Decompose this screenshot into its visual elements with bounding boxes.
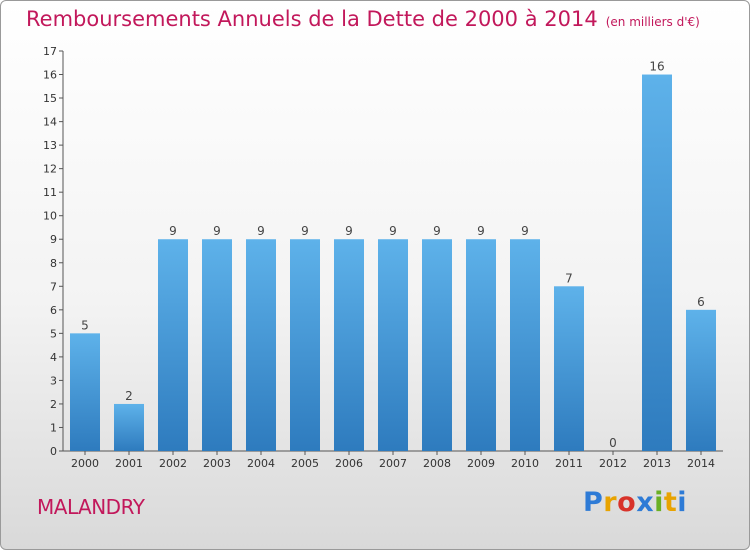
x-tick-label: 2009 bbox=[467, 457, 495, 470]
y-tick-label: 2 bbox=[50, 398, 57, 411]
data-label: 9 bbox=[169, 224, 177, 238]
data-label: 5 bbox=[81, 318, 89, 332]
data-label: 9 bbox=[433, 224, 441, 238]
x-tick-label: 2013 bbox=[643, 457, 671, 470]
x-tick-label: 2006 bbox=[335, 457, 363, 470]
y-tick-label: 8 bbox=[50, 257, 57, 270]
y-tick-label: 12 bbox=[43, 163, 57, 176]
logo-letter: i bbox=[677, 487, 688, 518]
bar bbox=[554, 286, 584, 451]
bar bbox=[466, 239, 496, 451]
x-tick-label: 2005 bbox=[291, 457, 319, 470]
y-tick-label: 14 bbox=[43, 116, 57, 129]
y-tick-label: 13 bbox=[43, 139, 57, 152]
y-tick-label: 7 bbox=[50, 280, 57, 293]
bar bbox=[202, 239, 232, 451]
y-tick-label: 15 bbox=[43, 92, 57, 105]
data-label: 16 bbox=[649, 60, 664, 74]
data-label: 9 bbox=[477, 224, 485, 238]
data-label: 2 bbox=[125, 389, 133, 403]
chart-title: Remboursements Annuels de la Dette de 20… bbox=[26, 7, 700, 31]
x-tick-label: 2007 bbox=[379, 457, 407, 470]
bar bbox=[114, 403, 144, 451]
x-tick-label: 2003 bbox=[203, 457, 231, 470]
data-label: 0 bbox=[609, 436, 617, 450]
x-tick-label: 2012 bbox=[599, 457, 627, 470]
x-tick-label: 2011 bbox=[555, 457, 583, 470]
data-label: 9 bbox=[521, 224, 529, 238]
data-label: 9 bbox=[345, 224, 353, 238]
data-label: 9 bbox=[257, 224, 265, 238]
x-tick-label: 2000 bbox=[71, 457, 99, 470]
data-label: 9 bbox=[389, 224, 397, 238]
y-tick-label: 16 bbox=[43, 69, 57, 82]
logo-letter: i bbox=[654, 487, 664, 518]
logo-letter: r bbox=[603, 487, 618, 518]
bar bbox=[378, 239, 408, 451]
logo-letter: t bbox=[663, 487, 678, 518]
logo-letter: o bbox=[617, 487, 637, 518]
bar bbox=[70, 333, 100, 451]
y-tick-label: 17 bbox=[43, 45, 57, 58]
y-tick-label: 9 bbox=[50, 233, 57, 246]
logo-letter: x bbox=[636, 487, 655, 518]
chart-unit: (en milliers d'€) bbox=[605, 15, 700, 29]
bar bbox=[158, 239, 188, 451]
x-tick-label: 2001 bbox=[115, 457, 143, 470]
x-tick-label: 2002 bbox=[159, 457, 187, 470]
chart-title-text: Remboursements Annuels de la Dette de 20… bbox=[26, 7, 598, 31]
bar bbox=[422, 239, 452, 451]
labels: 2000 5 2001 2 2002 9 2003 9 2004 9 2005 9 2006 9 2007 9… bbox=[71, 60, 715, 470]
x-tick-label: 2004 bbox=[247, 457, 275, 470]
bar bbox=[334, 239, 364, 451]
y-tick-label: 1 bbox=[50, 421, 57, 434]
bar bbox=[510, 239, 540, 451]
x-tick-label: 2008 bbox=[423, 457, 451, 470]
bar bbox=[642, 74, 672, 451]
y-tick-label: 4 bbox=[50, 351, 57, 364]
commune-name: MALANDRY bbox=[37, 495, 145, 519]
data-label: 6 bbox=[697, 295, 705, 309]
bars bbox=[70, 74, 716, 451]
data-label: 7 bbox=[565, 271, 573, 285]
y-tick-label: 10 bbox=[43, 210, 57, 223]
proxiti-logo[interactable]: Proxiti bbox=[583, 487, 687, 518]
data-label: 9 bbox=[301, 224, 309, 238]
bar bbox=[246, 239, 276, 451]
data-label: 9 bbox=[213, 224, 221, 238]
y-tick-label: 3 bbox=[50, 374, 57, 387]
y-tick-label: 6 bbox=[50, 304, 57, 317]
bar bbox=[290, 239, 320, 451]
bar bbox=[686, 309, 716, 451]
y-tick-label: 0 bbox=[50, 445, 57, 458]
y-tick-label: 5 bbox=[50, 327, 57, 340]
x-tick-label: 2010 bbox=[511, 457, 539, 470]
logo-letter: P bbox=[583, 487, 604, 518]
y-tick-label: 11 bbox=[43, 186, 57, 199]
x-tick-label: 2014 bbox=[687, 457, 715, 470]
